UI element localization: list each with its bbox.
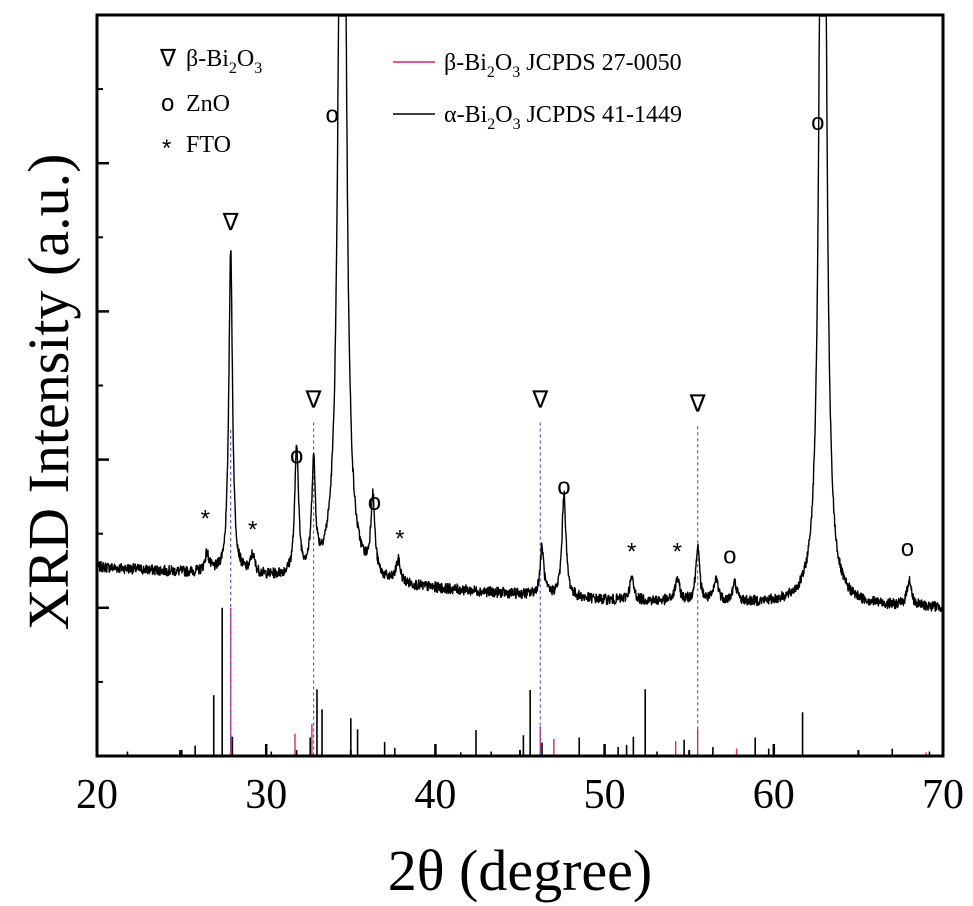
peak-marker-zno: o (811, 109, 824, 136)
peak-marker-beta: ∇ (689, 389, 707, 417)
legend: ∇ β-Bi2O3 o ZnO * FTO β-Bi2O3 JCPDS 27-0050 α-B… (159, 44, 682, 162)
peak-marker-fto: * (248, 516, 257, 543)
x-tick-label: 20 (76, 772, 118, 818)
x-tick-label: 60 (753, 772, 795, 818)
x-axis-title: 2θ (degree) (388, 838, 652, 903)
x-tick-label: 70 (922, 772, 964, 818)
y-axis-title: XRD Intensity (a.u.) (16, 154, 81, 631)
peak-marker-beta: ∇ (305, 386, 323, 414)
x-tick-label: 40 (414, 772, 456, 818)
peak-marker-fto: * (627, 539, 636, 566)
annotations-layer: * ∇ * o ∇ o o * ∇ o * * ∇ o o o (201, 101, 915, 569)
legend-beta-ref-label: β-Bi2O3 JCPDS 27-0050 (444, 50, 682, 81)
peak-marker-fto: * (673, 539, 682, 566)
x-tick-label: 30 (245, 772, 287, 818)
legend-alpha-ref-label: α-Bi2O3 JCPDS 41-1449 (444, 102, 682, 133)
peak-marker-fto: * (395, 525, 404, 552)
legend-zno-label: ZnO (186, 91, 230, 117)
peak-marker-zno: o (326, 101, 339, 128)
dashed-guides-layer (230, 422, 699, 756)
peak-marker-beta: ∇ (531, 386, 549, 414)
legend-fto-symbol: * (162, 135, 171, 162)
legend-fto-label: FTO (186, 132, 231, 158)
peak-marker-fto: * (201, 505, 210, 532)
peak-marker-zno: o (901, 535, 914, 562)
legend-zno-symbol: o (161, 90, 174, 117)
axes-layer: 20 30 40 50 60 70 (76, 13, 964, 818)
peak-marker-zno: o (557, 473, 570, 500)
x-tick-label: 50 (584, 772, 626, 818)
series-layer (96, 15, 944, 612)
measured-xrd-line (96, 15, 944, 612)
peak-marker-beta: ∇ (222, 208, 240, 236)
peak-marker-zno: o (723, 542, 736, 569)
legend-beta-symbol: ∇ (159, 44, 177, 72)
legend-beta-label: β-Bi2O3 (186, 46, 262, 77)
peak-marker-zno: o (290, 442, 303, 469)
reference-lines-layer (126, 607, 931, 756)
peak-marker-zno: o (368, 489, 381, 516)
